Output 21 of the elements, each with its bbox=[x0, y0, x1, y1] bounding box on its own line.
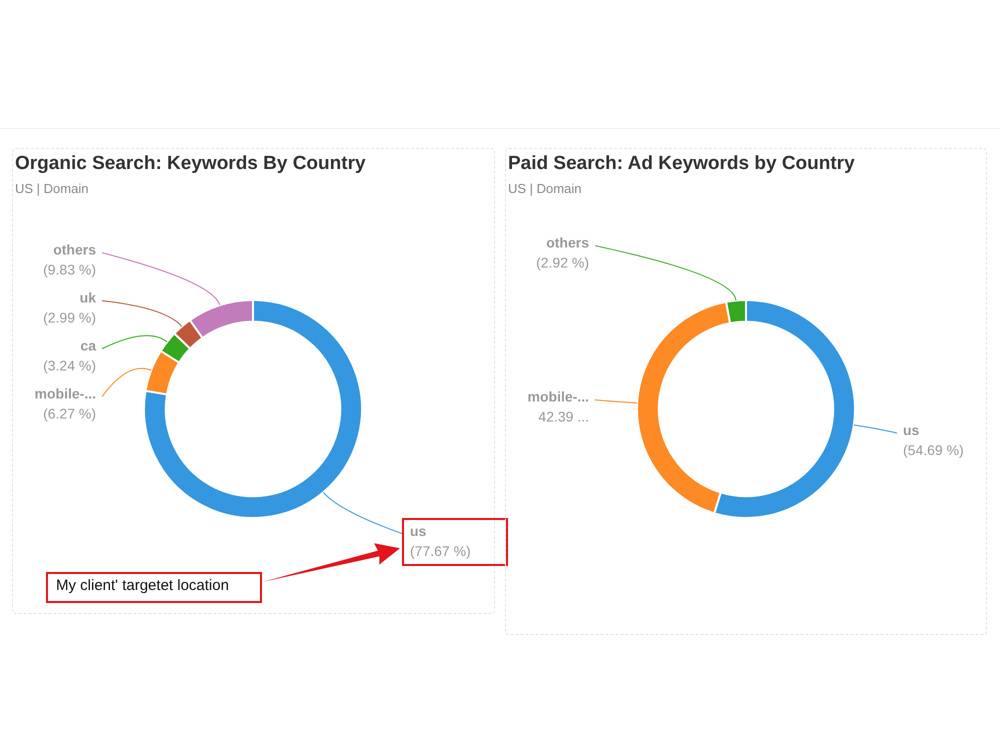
chart-title: Paid Search: Ad Keywords by Country bbox=[508, 153, 856, 175]
slice-label: mobile-... bbox=[34, 386, 96, 402]
data-label: (77.67 %) bbox=[410, 543, 471, 560]
slice-label: mobile-... bbox=[528, 388, 589, 405]
data-label: (54.69 %) bbox=[903, 442, 964, 458]
data-label: (6.27 %) bbox=[43, 406, 96, 422]
data-label: 42.39 ... bbox=[538, 408, 589, 425]
chart-subtitle: US | Domain bbox=[15, 181, 90, 196]
slice-label: others bbox=[546, 234, 590, 251]
slice-label: ca bbox=[80, 338, 96, 354]
text: My client' targetet location bbox=[46, 572, 262, 603]
data-label: (2.92 %) bbox=[536, 254, 589, 271]
data-label: (3.24 %) bbox=[43, 358, 96, 374]
slice-label: others bbox=[53, 242, 96, 258]
chart-title: Organic Search: Keywords By Country bbox=[15, 153, 367, 175]
slice-label: us bbox=[410, 523, 427, 540]
data-label: (2.99 %) bbox=[43, 310, 96, 326]
chart-subtitle: US | Domain bbox=[508, 181, 582, 196]
slice-label: us bbox=[903, 422, 920, 438]
data-label: (9.83 %) bbox=[43, 262, 96, 278]
slice-label: uk bbox=[80, 290, 96, 306]
